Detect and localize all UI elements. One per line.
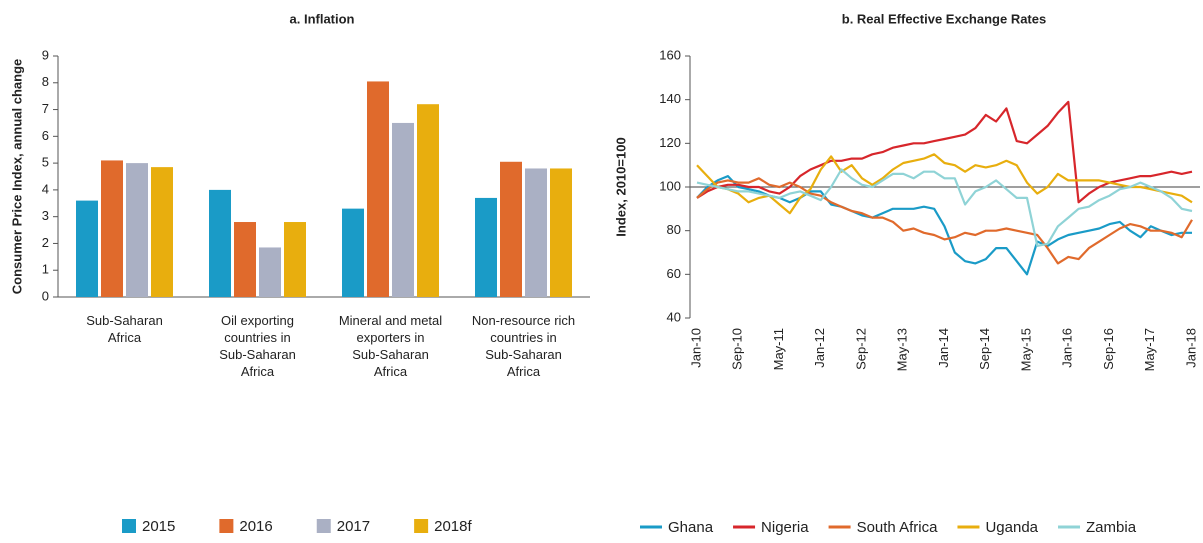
y-tick-label: 4 — [42, 181, 49, 196]
x-tick-label-line: Africa — [108, 330, 142, 345]
y-tick-label: 160 — [659, 47, 681, 62]
y-tick-label: 0 — [42, 288, 49, 303]
legend-label: 2017 — [337, 518, 370, 535]
legend-label: Ghana — [668, 519, 714, 536]
x-tick-label-line: Non-resource rich — [472, 313, 575, 328]
legend-label: Nigeria — [761, 519, 809, 536]
x-tick-label: Sep-12 — [853, 328, 868, 370]
legend-label: Zambia — [1086, 519, 1137, 536]
x-tick-label: Jan-16 — [1060, 328, 1075, 368]
bar — [475, 197, 497, 297]
bar — [234, 222, 256, 297]
legend-swatch — [414, 519, 429, 533]
x-tick-label: Jan-14 — [936, 328, 951, 368]
x-tick-label-line: Sub-Saharan — [485, 347, 562, 362]
y-tick-label: 1 — [42, 262, 49, 277]
y-tick-label: 140 — [659, 91, 681, 106]
x-tick-label-line: Oil exporting — [221, 313, 294, 328]
x-tick-label-line: Sub-Saharan — [219, 347, 296, 362]
chart-title: a. Inflation — [290, 11, 355, 26]
bar — [126, 163, 148, 297]
x-tick-label-line: Sub-Saharan — [352, 347, 429, 362]
x-tick-label-line: Africa — [241, 364, 275, 379]
legend-label: 2016 — [239, 518, 272, 535]
x-tick-label: Non-resource rich countries in Sub-Saharan… — [472, 313, 575, 379]
bar — [367, 81, 389, 297]
bar — [259, 247, 281, 297]
x-tick-label: Sep-10 — [730, 328, 745, 370]
series-line — [696, 177, 1193, 265]
x-tick-label-line: exporters in — [357, 330, 425, 345]
bar — [76, 200, 98, 297]
legend-swatch — [219, 519, 234, 533]
bar — [417, 104, 439, 297]
legend-label: South Africa — [857, 519, 939, 536]
bar — [151, 167, 173, 297]
y-tick-label: 5 — [42, 155, 49, 170]
x-tick-label-line: countries in — [224, 330, 290, 345]
bar — [342, 208, 364, 297]
x-tick-label-line: Mineral and metal — [339, 313, 442, 328]
x-tick-label: May-17 — [1142, 328, 1157, 371]
x-tick-label: Sep-16 — [1101, 328, 1116, 370]
legend-label: Uganda — [985, 519, 1038, 536]
x-tick-label: Sep-14 — [977, 328, 992, 370]
x-tick-label-line: Africa — [507, 364, 541, 379]
x-tick-label: Jan-12 — [812, 328, 827, 368]
y-tick-label: 9 — [42, 47, 49, 62]
x-tick-label: Sub-Saharan Africa — [86, 313, 163, 345]
bar — [392, 122, 414, 297]
series-line — [696, 168, 1193, 247]
x-tick-label: Oil exporting countries in Sub-Saharan Afri… — [219, 313, 296, 379]
bar — [284, 222, 306, 297]
series-line — [696, 153, 1193, 215]
bar — [101, 160, 123, 297]
y-axis-label: Index, 2010=100 — [613, 137, 628, 236]
legend-label: 2018f — [434, 518, 472, 535]
y-tick-label: 3 — [42, 208, 49, 223]
bar — [209, 189, 231, 297]
legend-swatch — [122, 519, 136, 533]
bar — [550, 168, 572, 297]
y-tick-label: 100 — [659, 178, 681, 193]
y-tick-label: 60 — [667, 266, 681, 281]
chart-title: b. Real Effective Exchange Rates — [842, 11, 1046, 26]
y-tick-label: 6 — [42, 128, 49, 143]
y-tick-label: 80 — [667, 222, 681, 237]
y-tick-label: 40 — [667, 309, 681, 324]
x-tick-label-line: Africa — [374, 364, 408, 379]
bar — [500, 161, 522, 297]
x-tick-label: May-11 — [771, 328, 786, 370]
x-tick-label-line: countries in — [490, 330, 556, 345]
y-tick-label: 120 — [659, 135, 681, 150]
x-tick-label-line: Sub-Saharan — [86, 313, 163, 328]
legend-swatch — [316, 519, 331, 533]
y-tick-label: 7 — [42, 101, 49, 116]
y-tick-label: 2 — [42, 235, 49, 250]
legend-label: 2015 — [142, 518, 175, 535]
x-tick-label: Mineral and metal exporters in Sub-Saharan… — [339, 313, 442, 379]
x-tick-label: Jan-10 — [688, 328, 703, 368]
y-tick-label: 8 — [42, 74, 49, 89]
x-tick-label: May-13 — [895, 328, 910, 371]
x-tick-label: Jan-18 — [1183, 328, 1198, 368]
bar — [525, 168, 547, 297]
y-axis-label: Consumer Price Index, annual change — [9, 59, 24, 295]
x-tick-label: May-15 — [1018, 328, 1033, 371]
